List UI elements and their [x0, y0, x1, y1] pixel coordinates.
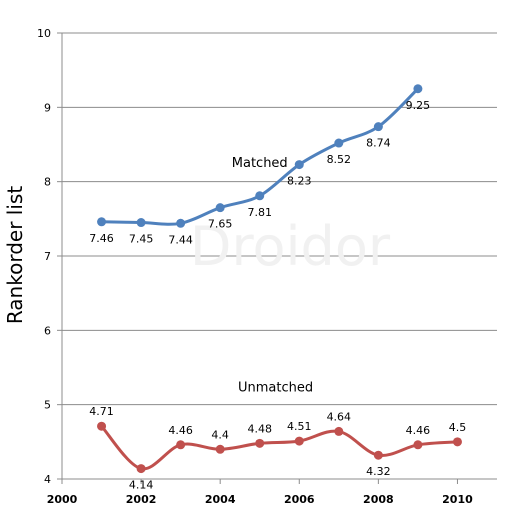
y-tick-label: 6 — [44, 324, 51, 337]
data-point-unmatched — [255, 438, 265, 448]
data-point-matched — [255, 191, 265, 201]
data-label: 7.44 — [168, 233, 193, 246]
data-label: 4.14 — [129, 479, 154, 492]
data-label: 7.81 — [247, 206, 272, 219]
data-label: 4.32 — [366, 465, 391, 478]
x-tick-label: 2010 — [442, 493, 473, 506]
x-tick-label: 2000 — [47, 493, 78, 506]
data-point-unmatched — [373, 450, 383, 460]
y-tick-label: 9 — [44, 101, 51, 114]
data-label: 4.5 — [449, 421, 467, 434]
data-label: 7.46 — [89, 232, 114, 245]
data-point-unmatched — [413, 440, 423, 450]
data-point-unmatched — [97, 421, 107, 431]
data-point-unmatched — [136, 464, 146, 474]
data-label: 9.25 — [406, 99, 431, 112]
data-label: 4.64 — [327, 410, 352, 423]
data-label: 4.4 — [211, 428, 229, 441]
y-axis-label: Rankorder list — [3, 186, 27, 324]
axes: 4 5 6 7 8 9 10 2000 2002 2004 2006 2008 2010 — [37, 27, 497, 506]
data-point-matched — [334, 138, 344, 148]
data-point-matched — [413, 84, 423, 94]
x-tick-label: 2002 — [126, 493, 157, 506]
gridlines — [62, 32, 497, 406]
data-label: 8.74 — [366, 137, 391, 150]
data-point-unmatched — [334, 426, 344, 436]
data-point-matched — [176, 218, 186, 228]
data-point-matched — [136, 218, 146, 228]
data-point-matched — [373, 122, 383, 132]
data-point-matched — [97, 217, 107, 227]
data-point-unmatched — [452, 437, 462, 447]
data-label: 4.46 — [406, 424, 431, 437]
data-label: 4.71 — [89, 405, 114, 418]
y-tick-label: 4 — [44, 473, 51, 486]
series-line-unmatched — [100, 425, 458, 471]
data-label: 4.46 — [168, 424, 193, 437]
data-label: 7.65 — [208, 218, 233, 231]
series-name-label: Unmatched — [238, 380, 313, 395]
data-label: 8.52 — [327, 153, 352, 166]
data-point-matched — [215, 203, 225, 213]
series-name-label: Matched — [232, 156, 288, 171]
data-label: 4.48 — [247, 422, 272, 435]
data-label: 4.51 — [287, 420, 312, 433]
data-point-matched — [294, 160, 304, 170]
watermark: Droidor — [190, 215, 391, 278]
y-tick-label: 8 — [44, 176, 51, 189]
x-tick-label: 2006 — [284, 493, 315, 506]
data-labels: 7.46 7.45 7.44 7.65 7.81 8.23 8.52 8.74 9.25 Matc… — [89, 99, 466, 492]
y-tick-label: 7 — [44, 250, 51, 263]
y-tick-label: 10 — [37, 27, 51, 40]
y-tick-label: 5 — [44, 399, 51, 412]
data-point-unmatched — [215, 444, 225, 454]
x-tick-label: 2004 — [205, 493, 236, 506]
data-label: 8.23 — [287, 175, 312, 188]
data-point-unmatched — [294, 436, 304, 446]
series-group — [97, 84, 462, 474]
data-label: 7.45 — [129, 233, 154, 246]
x-tick-label: 2008 — [363, 493, 394, 506]
data-point-unmatched — [176, 440, 186, 450]
